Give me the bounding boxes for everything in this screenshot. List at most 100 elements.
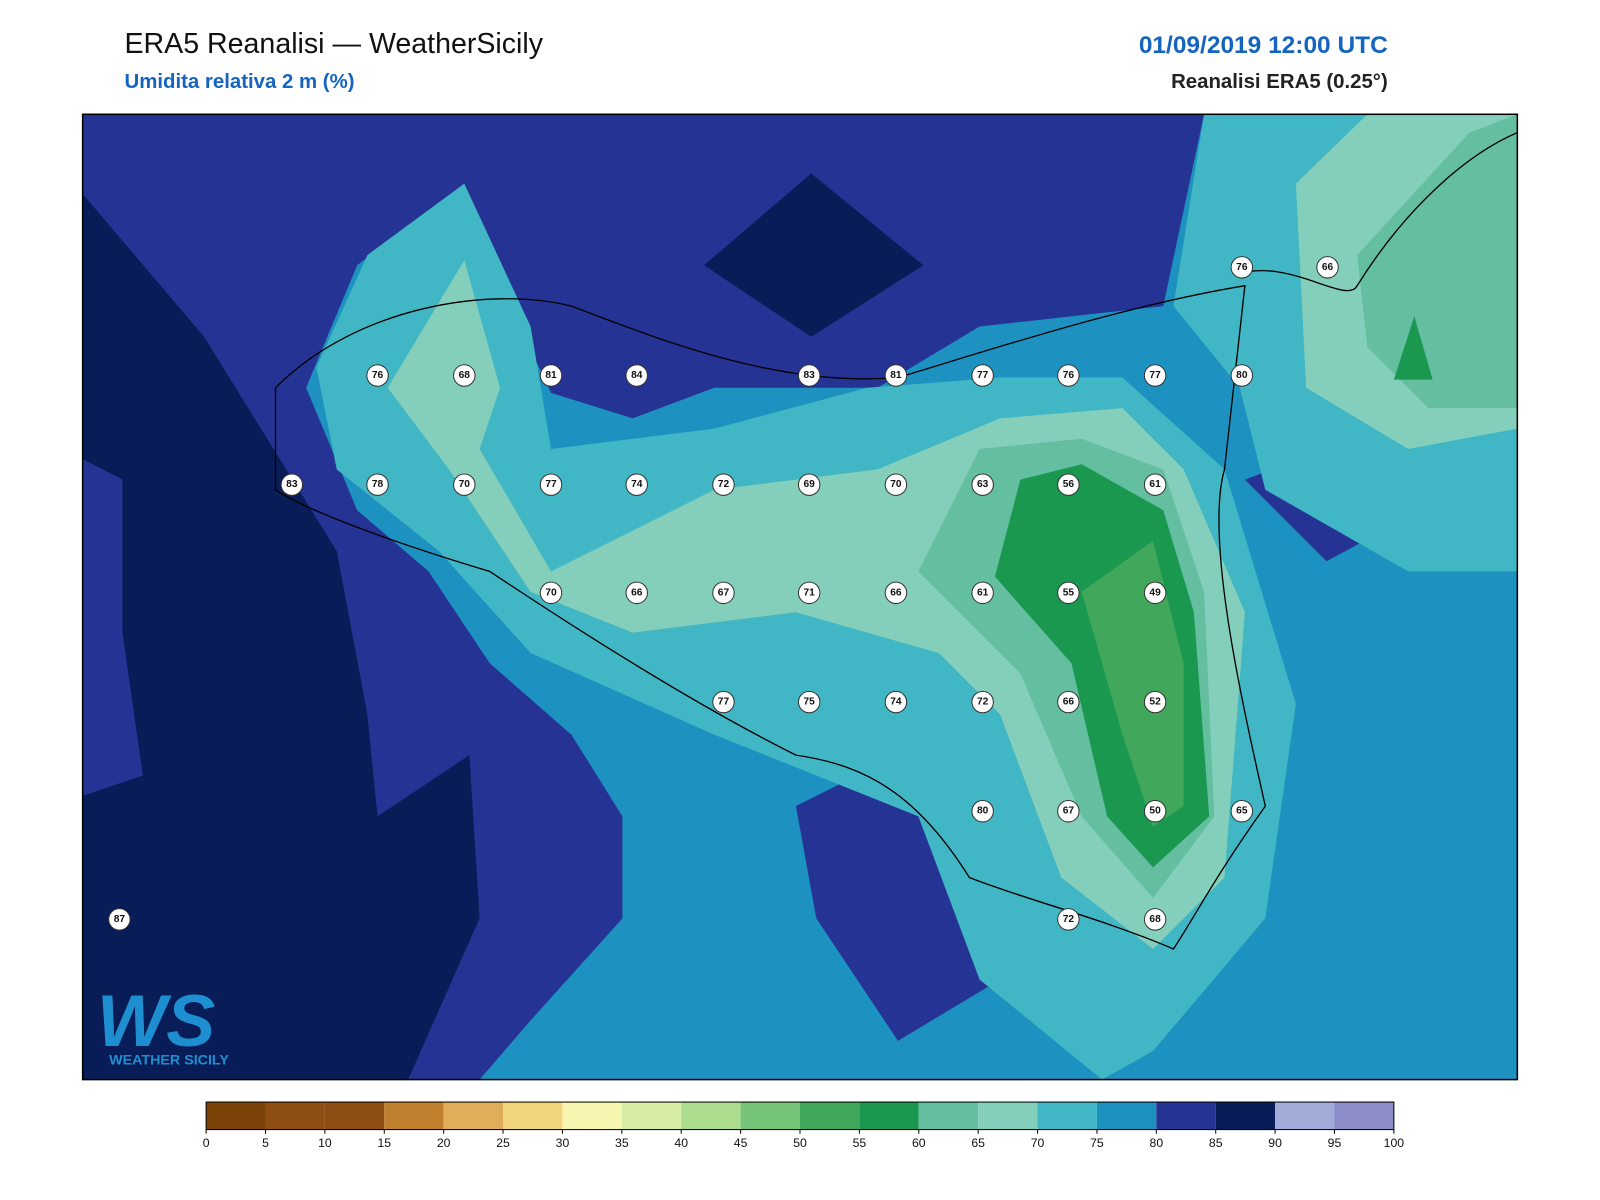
station-marker xyxy=(453,473,476,496)
station-marker xyxy=(797,581,821,605)
station-value: 70 xyxy=(459,479,471,490)
station-value: 77 xyxy=(545,479,557,490)
station-value: 66 xyxy=(1063,697,1075,708)
station-value: 80 xyxy=(1236,370,1248,381)
colorbar-tick-label: 95 xyxy=(1328,1136,1342,1150)
datetime: 01/09/2019 12:00 UTC xyxy=(1139,32,1388,59)
colorbar-bin xyxy=(1037,1102,1097,1130)
colorbar-tick-label: 70 xyxy=(1031,1136,1045,1150)
station-marker xyxy=(712,581,735,605)
colorbar-bin xyxy=(681,1102,741,1130)
station-marker xyxy=(1230,800,1254,823)
station-marker xyxy=(539,364,563,387)
station-value: 76 xyxy=(1063,370,1075,381)
colorbar-tick-label: 80 xyxy=(1150,1136,1164,1150)
station-value: 84 xyxy=(631,370,643,381)
station-marker xyxy=(366,473,389,496)
station-value: 83 xyxy=(286,479,298,490)
station-marker xyxy=(1143,690,1167,714)
station-marker xyxy=(625,473,648,496)
station-marker xyxy=(539,581,563,605)
station-value: 61 xyxy=(1149,479,1161,490)
station-marker xyxy=(1057,800,1080,823)
station-marker xyxy=(1316,256,1339,279)
station-value: 83 xyxy=(804,370,816,381)
colorbar-bin xyxy=(918,1102,979,1130)
station-value: 67 xyxy=(718,587,730,598)
colorbar-bin xyxy=(1334,1102,1394,1130)
colorbar-tick-label: 60 xyxy=(912,1136,926,1150)
colorbar-tick-label: 50 xyxy=(793,1136,807,1150)
colorbar-bin xyxy=(324,1102,385,1130)
colorbar-tick-label: 45 xyxy=(734,1136,748,1150)
colorbar-bin xyxy=(621,1102,682,1130)
colorbar-bin xyxy=(978,1102,1038,1130)
colorbar-tick-label: 100 xyxy=(1384,1136,1405,1150)
station-value: 76 xyxy=(1236,262,1248,273)
colorbar-tick-label: 35 xyxy=(615,1136,629,1150)
station-value: 75 xyxy=(804,697,816,708)
colorbar-tick-label: 75 xyxy=(1090,1136,1104,1150)
colorbar-tick-label: 65 xyxy=(971,1136,985,1150)
station-value: 77 xyxy=(718,697,730,708)
station-marker xyxy=(625,581,648,605)
station-marker xyxy=(280,473,304,496)
station-value: 71 xyxy=(804,587,816,598)
station-value: 72 xyxy=(977,697,989,708)
station-marker xyxy=(884,473,908,496)
station-marker xyxy=(971,581,994,605)
station-marker xyxy=(1230,364,1254,387)
colorbar-tick-label: 55 xyxy=(853,1136,867,1150)
colorbar-bin xyxy=(740,1102,800,1130)
station-value: 74 xyxy=(890,697,902,708)
station-value: 67 xyxy=(1063,806,1075,817)
station-marker xyxy=(971,364,994,387)
station-value: 65 xyxy=(1236,806,1248,817)
station-value: 87 xyxy=(114,914,126,925)
station-marker xyxy=(108,908,131,931)
station-value: 70 xyxy=(890,479,902,490)
colorbar-bin xyxy=(206,1102,266,1130)
station-value: 63 xyxy=(977,479,989,490)
colorbar-tick-label: 25 xyxy=(496,1136,510,1150)
station-value: 52 xyxy=(1149,697,1161,708)
logo: WS WEATHER SICILY xyxy=(97,979,229,1068)
colorbar-tick-label: 40 xyxy=(674,1136,688,1150)
colorbar-tick-label: 0 xyxy=(203,1136,210,1150)
colorbar-tick-label: 90 xyxy=(1268,1136,1282,1150)
station-marker xyxy=(1143,800,1167,823)
station-marker xyxy=(1057,364,1080,387)
colorbar-bin xyxy=(1096,1102,1157,1130)
station-marker xyxy=(884,581,908,605)
station-marker xyxy=(712,690,735,714)
station-marker xyxy=(712,473,735,496)
station-value: 72 xyxy=(1063,914,1075,925)
station-value: 61 xyxy=(977,587,989,598)
station-marker xyxy=(1057,581,1080,605)
station-value: 76 xyxy=(372,370,384,381)
station-marker xyxy=(797,473,821,496)
station-marker xyxy=(884,364,908,387)
station-value: 81 xyxy=(545,370,557,381)
logo-name: WEATHER SICILY xyxy=(109,1052,229,1068)
station-marker xyxy=(1143,364,1167,387)
colorbar-tick-label: 15 xyxy=(377,1136,391,1150)
colorbar-tick-label: 30 xyxy=(556,1136,570,1150)
station-marker xyxy=(1057,690,1080,714)
colorbar-bin xyxy=(1215,1102,1276,1130)
station-value: 49 xyxy=(1149,587,1161,598)
colorbar: 0 5 10 15 20 25 30 35 40 45 50 55 60 65 70 75 80 85 90 95 10… xyxy=(203,1101,1405,1150)
colorbar-tick-label: 5 xyxy=(262,1136,269,1150)
station-marker xyxy=(797,364,821,387)
station-marker xyxy=(539,473,563,496)
station-marker xyxy=(797,690,821,714)
station-value: 81 xyxy=(890,370,902,381)
colorbar-bin xyxy=(800,1102,860,1130)
station-marker xyxy=(884,690,908,714)
map-frame xyxy=(81,113,1519,1081)
station-value: 80 xyxy=(977,806,989,817)
colorbar-bin xyxy=(265,1102,325,1130)
station-value: 77 xyxy=(977,370,989,381)
station-value: 50 xyxy=(1149,806,1161,817)
